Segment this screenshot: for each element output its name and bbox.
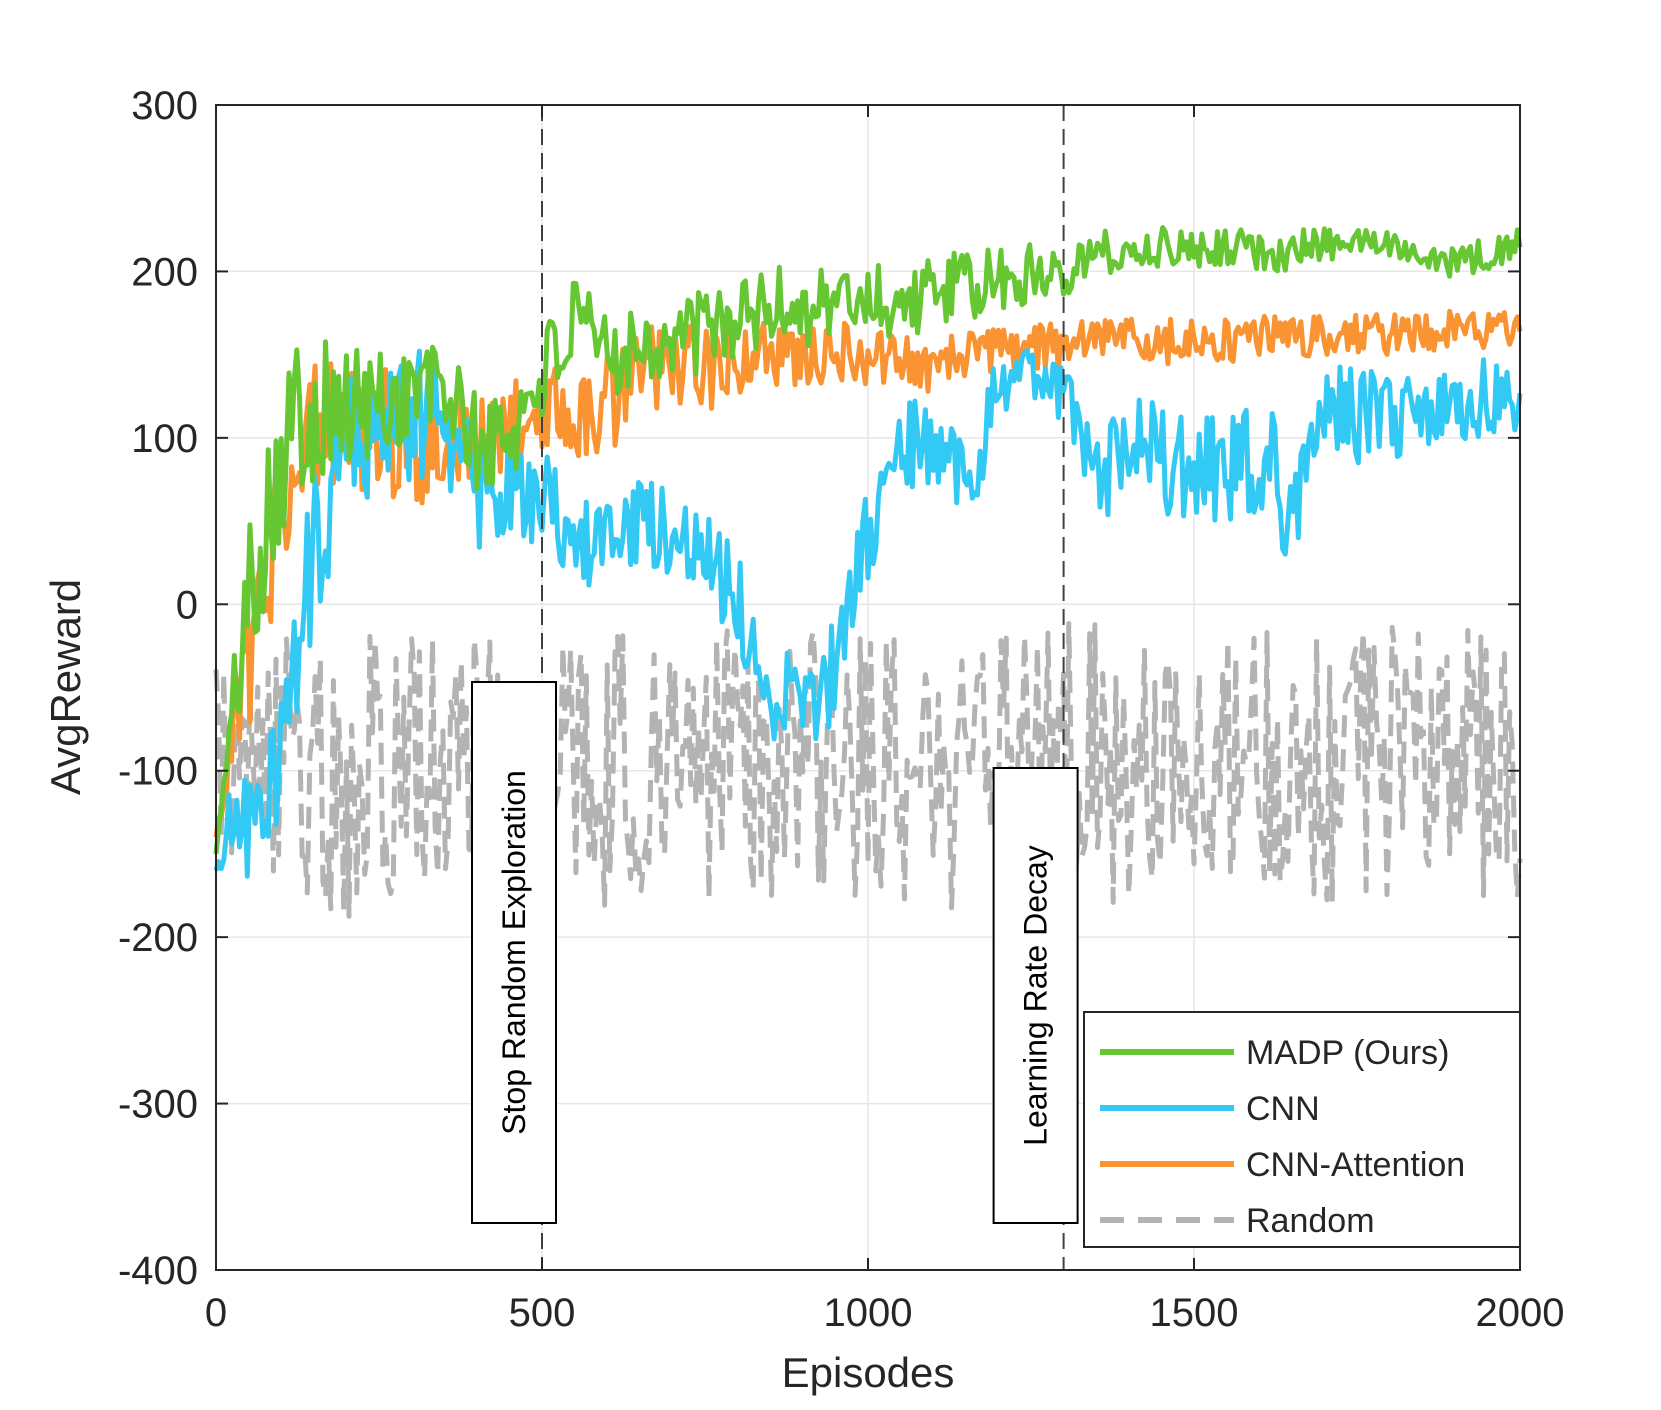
- series-line-cnn-attention: [213, 308, 1523, 838]
- legend-label: CNN-Attention: [1246, 1146, 1465, 1184]
- series-line-random: [213, 621, 1523, 919]
- x-axis-label: Episodes: [782, 1349, 955, 1396]
- ticks: 0 500 1000 1500 2000 -400 -300 -200 -100 0 100 200 3…: [118, 84, 1565, 1335]
- annotation-label: Learning Rate Decay: [1018, 845, 1054, 1146]
- x-tick-label: 1000: [824, 1291, 913, 1335]
- x-tick-label: 2000: [1476, 1291, 1565, 1335]
- y-tick-label: -200: [118, 916, 198, 960]
- y-tick-label: 200: [131, 250, 198, 294]
- series-line-madp-ours: [213, 225, 1523, 855]
- legend-label: Random: [1246, 1202, 1375, 1240]
- legend-label: MADP (Ours): [1246, 1034, 1449, 1072]
- legend: MADP (Ours) CNN CNN-Attention Random: [1083, 1011, 1521, 1248]
- x-tick-label: 1500: [1150, 1291, 1239, 1335]
- series-layer: [213, 225, 1523, 919]
- y-tick-label: -400: [118, 1249, 198, 1293]
- x-tick-label: 500: [509, 1291, 576, 1335]
- y-tick-label: -300: [118, 1083, 198, 1127]
- annotation-box: [992, 767, 1079, 1224]
- annotations: Stop Random Exploration Learning Rate Dec…: [471, 105, 1079, 1270]
- y-axis-label: AvgReward: [42, 579, 89, 795]
- series-line-cnn: [213, 348, 1523, 879]
- legend-label: CNN: [1246, 1090, 1320, 1128]
- y-tick-label: 0: [176, 583, 198, 627]
- x-tick-label: 0: [205, 1291, 227, 1335]
- y-tick-label: 100: [131, 417, 198, 461]
- annotation-label: Stop Random Exploration: [496, 770, 532, 1135]
- y-tick-label: -100: [118, 750, 198, 794]
- annotation-box: [471, 681, 557, 1224]
- y-tick-label: 300: [131, 84, 198, 128]
